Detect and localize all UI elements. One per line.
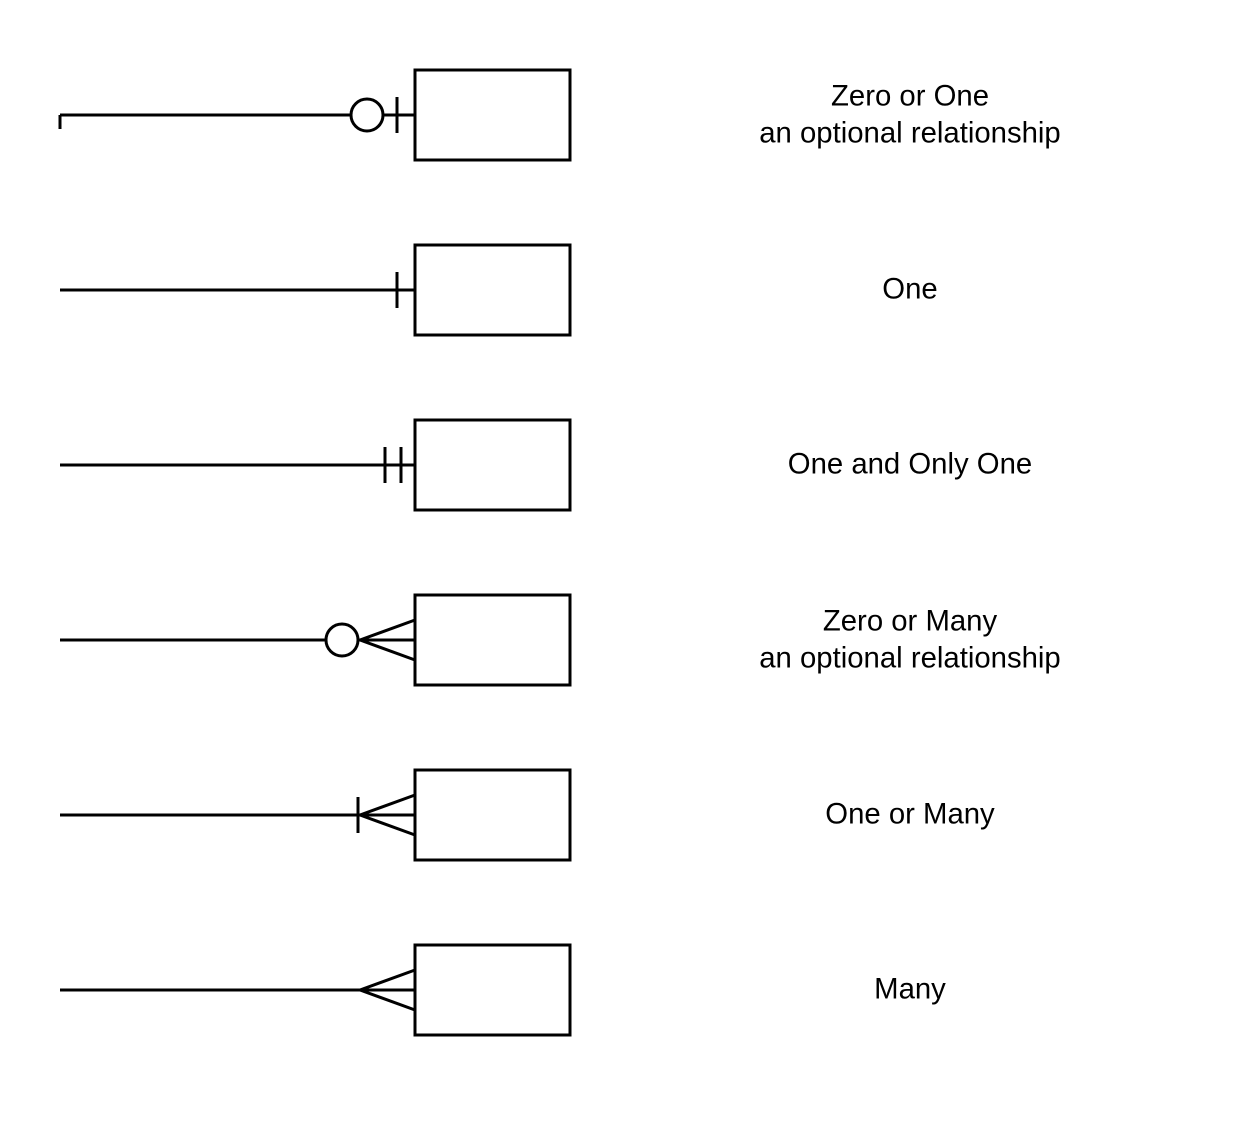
cardinality-legend: Zero or One an optional relationship One O… — [0, 0, 1244, 1140]
legend-label-many: Many — [680, 972, 1140, 1009]
legend-row-many: Many — [0, 935, 1244, 1045]
legend-row-zero-or-many: Zero or Many an optional relationship — [0, 585, 1244, 695]
legend-row-one: One — [0, 235, 1244, 345]
legend-row-zero-or-one: Zero or One an optional relationship — [0, 60, 1244, 170]
legend-label-zero-or-many: Zero or Many an optional relationship — [680, 603, 1140, 676]
legend-row-one-or-many: One or Many — [0, 760, 1244, 870]
legend-label-zero-or-one: Zero or One an optional relationship — [680, 78, 1140, 151]
legend-label-one: One — [680, 272, 1140, 309]
legend-label-one-and-only-one: One and Only One — [680, 447, 1140, 484]
legend-label-one-or-many: One or Many — [680, 797, 1140, 834]
legend-row-one-and-only-one: One and Only One — [0, 410, 1244, 520]
